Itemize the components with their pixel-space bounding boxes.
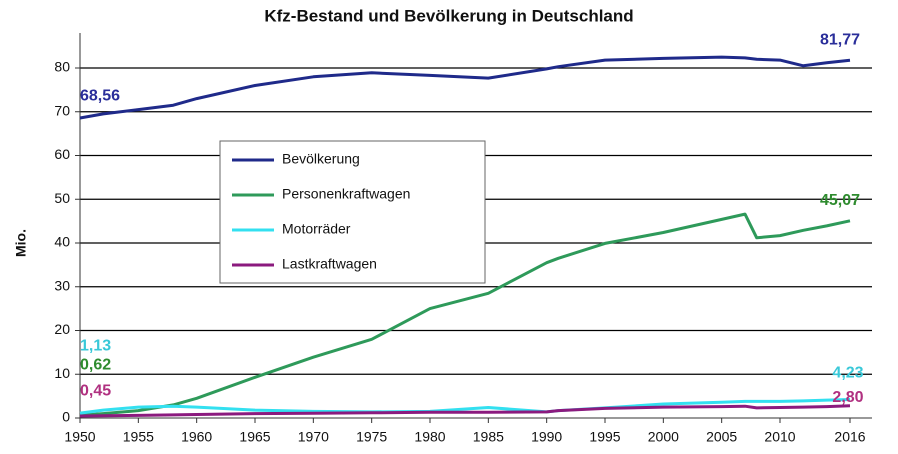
legend-box (219, 140, 486, 284)
y-tick-label: 20 (54, 321, 70, 337)
y-tick-label: 60 (54, 146, 70, 162)
y-tick-label: 10 (54, 365, 70, 381)
value-label: 81,77 (820, 31, 860, 48)
x-tick-label: 1980 (414, 429, 445, 445)
y-tick-label: 70 (54, 102, 70, 118)
x-tick-label: 1990 (531, 429, 562, 445)
x-tick-label: 1960 (181, 429, 212, 445)
value-label: 45,07 (820, 192, 860, 209)
value-label: 2,80 (832, 389, 863, 406)
legend-label: Lastkraftwagen (282, 256, 377, 272)
x-tick-label: 1975 (356, 429, 387, 445)
x-tick-label: 2016 (834, 429, 865, 445)
value-label: 68,56 (80, 87, 120, 104)
legend-label: Bevölkerung (282, 151, 360, 167)
value-label: 1,13 (80, 337, 111, 354)
y-axis-label: Mio. (13, 229, 29, 257)
x-tick-label: 1995 (589, 429, 620, 445)
series-line (79, 55, 851, 120)
y-tick-label: 80 (54, 59, 70, 75)
x-tick-label: 1955 (123, 429, 154, 445)
x-tick-label: 1950 (64, 429, 95, 445)
y-tick-label: 50 (54, 190, 70, 206)
value-label: 0,45 (80, 382, 111, 399)
x-tick-label: 1965 (239, 429, 270, 445)
series-line (79, 404, 851, 418)
y-tick-label: 0 (62, 409, 70, 425)
x-tick-label: 2000 (648, 429, 679, 445)
value-label: 0,62 (80, 357, 111, 374)
y-tick-label: 40 (54, 234, 70, 250)
legend-label: Personenkraftwagen (282, 186, 410, 202)
series-line (79, 212, 851, 417)
value-label: 4,23 (832, 365, 863, 382)
x-tick-label: 1970 (298, 429, 329, 445)
legend-label: Motorräder (282, 221, 351, 237)
x-tick-label: 1985 (473, 429, 504, 445)
x-tick-label: 2005 (706, 429, 737, 445)
chart-title: Kfz-Bestand und Bevölkerung in Deutschla… (264, 6, 633, 25)
x-tick-label: 2010 (764, 429, 795, 445)
y-tick-label: 30 (54, 277, 70, 293)
